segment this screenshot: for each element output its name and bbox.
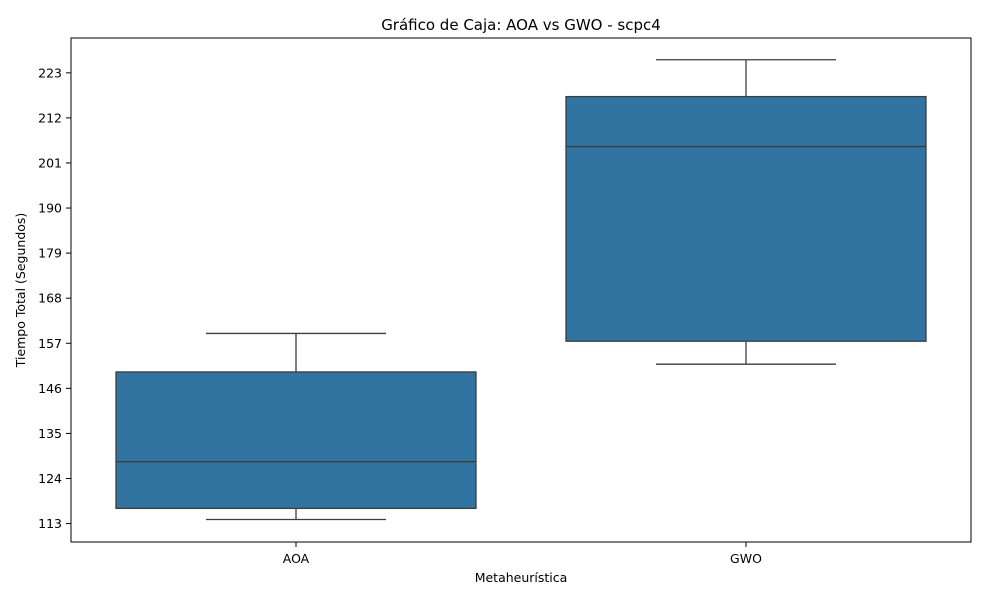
chart-title: Gráfico de Caja: AOA vs GWO - scpc4 bbox=[381, 16, 661, 34]
y-axis: 113 124 135 146 157 168 179 190 201 212 223 bbox=[38, 65, 71, 531]
plot-frame bbox=[70, 37, 972, 543]
y-tick-label: 168 bbox=[38, 291, 62, 306]
y-tick-label: 124 bbox=[38, 471, 62, 486]
y-axis-label: Tiempo Total (Segundos) bbox=[13, 213, 28, 369]
x-axis: AOA GWO bbox=[283, 542, 762, 566]
box-iqr bbox=[565, 95, 927, 342]
plot-area bbox=[115, 59, 927, 521]
x-tick-label: AOA bbox=[283, 551, 310, 566]
y-tick-label: 135 bbox=[38, 426, 62, 441]
y-tick-label: 179 bbox=[38, 246, 62, 261]
box-iqr bbox=[115, 371, 477, 510]
x-tick-label: GWO bbox=[730, 551, 762, 566]
y-tick-label: 157 bbox=[38, 336, 62, 351]
box-gwo bbox=[565, 59, 927, 365]
x-axis-label: Metaheurística bbox=[475, 570, 568, 585]
y-tick-label: 223 bbox=[38, 65, 62, 80]
y-tick-label: 190 bbox=[38, 201, 62, 216]
box-aoa bbox=[115, 332, 477, 521]
y-tick-label: 146 bbox=[38, 381, 62, 396]
y-tick-label: 113 bbox=[38, 516, 62, 531]
y-tick-label: 212 bbox=[38, 110, 62, 125]
y-tick-label: 201 bbox=[38, 155, 62, 170]
